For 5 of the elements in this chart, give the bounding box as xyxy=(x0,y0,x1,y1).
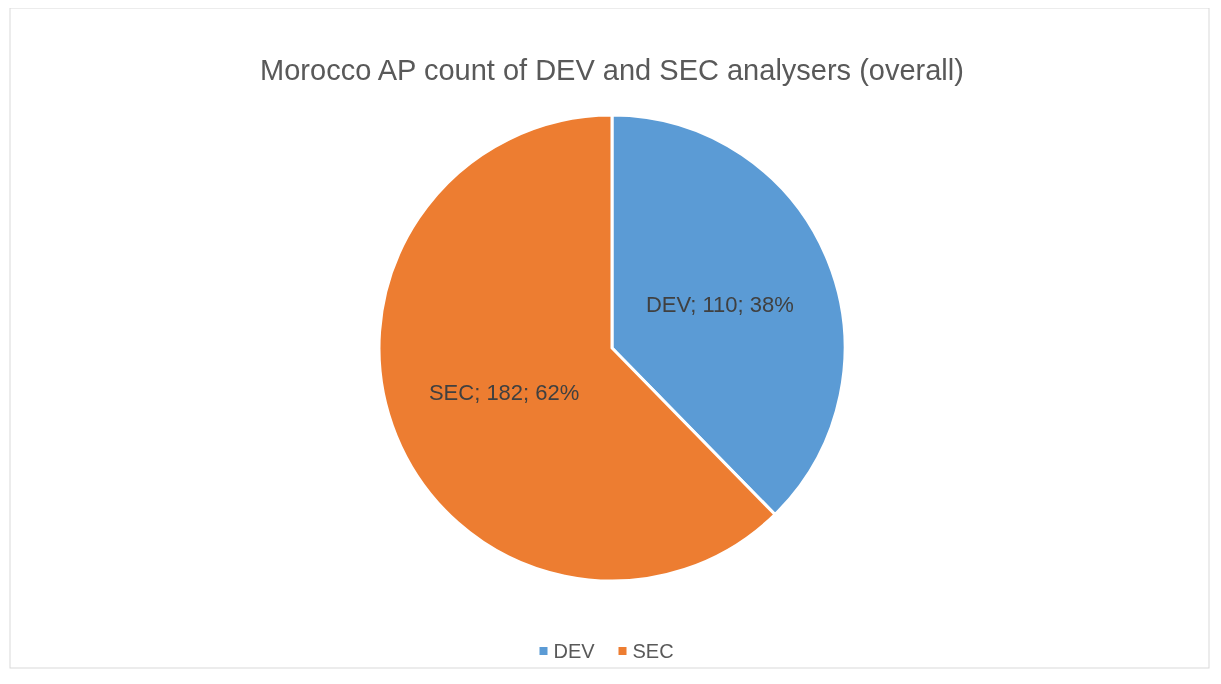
data-label: DEV; 110; 38% xyxy=(645,291,794,317)
chart-title: Morocco AP count of DEV and SEC analysers (overall) xyxy=(260,54,964,86)
legend-label: SEC xyxy=(632,640,674,662)
data-label: SEC; 182; 62% xyxy=(428,379,580,405)
legend-label: DEV xyxy=(553,640,596,662)
